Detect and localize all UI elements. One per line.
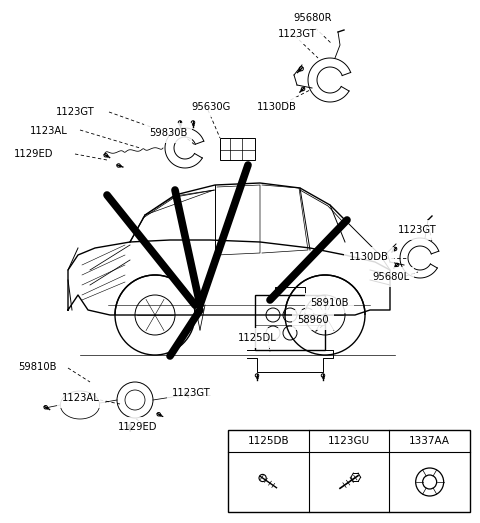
Text: 1123GT: 1123GT	[172, 388, 211, 398]
Text: 1123GU: 1123GU	[328, 436, 370, 446]
Circle shape	[191, 121, 195, 124]
Circle shape	[128, 425, 132, 428]
Text: 1123GT: 1123GT	[398, 225, 437, 235]
Circle shape	[416, 468, 444, 496]
Text: 1130DB: 1130DB	[349, 252, 389, 262]
Bar	[228, 430, 470, 512]
Circle shape	[259, 474, 266, 482]
Circle shape	[178, 121, 182, 124]
Circle shape	[321, 374, 325, 377]
Text: 1123GT: 1123GT	[278, 29, 317, 39]
Text: 1129ED: 1129ED	[118, 422, 157, 432]
Text: 58960: 58960	[297, 315, 329, 325]
Circle shape	[184, 392, 188, 395]
Text: 1129ED: 1129ED	[14, 149, 53, 159]
Text: 1337AA: 1337AA	[409, 436, 450, 446]
Text: 1123GT: 1123GT	[56, 107, 95, 117]
Text: 1123AL: 1123AL	[30, 126, 68, 136]
Text: 1130DB: 1130DB	[257, 102, 297, 112]
Text: 59830B: 59830B	[149, 128, 187, 138]
Circle shape	[305, 295, 345, 335]
Circle shape	[117, 164, 120, 167]
Circle shape	[135, 295, 175, 335]
Text: 58910B: 58910B	[310, 298, 348, 308]
Text: 95680L: 95680L	[372, 272, 409, 282]
Circle shape	[423, 475, 437, 489]
Text: 1123AL: 1123AL	[62, 393, 100, 403]
Circle shape	[157, 413, 160, 416]
Circle shape	[396, 263, 399, 267]
Circle shape	[104, 153, 108, 157]
Circle shape	[299, 66, 303, 71]
Text: 95680R: 95680R	[293, 13, 332, 23]
Bar	[220, 138, 255, 160]
Circle shape	[255, 374, 259, 377]
Text: 59810B: 59810B	[18, 362, 57, 372]
Bar	[255, 295, 325, 350]
Circle shape	[301, 87, 305, 90]
Text: 1125DL: 1125DL	[238, 333, 277, 343]
Text: 1125DB: 1125DB	[248, 436, 289, 446]
Circle shape	[44, 405, 48, 409]
Circle shape	[393, 247, 397, 251]
Text: 95630G: 95630G	[191, 102, 230, 112]
